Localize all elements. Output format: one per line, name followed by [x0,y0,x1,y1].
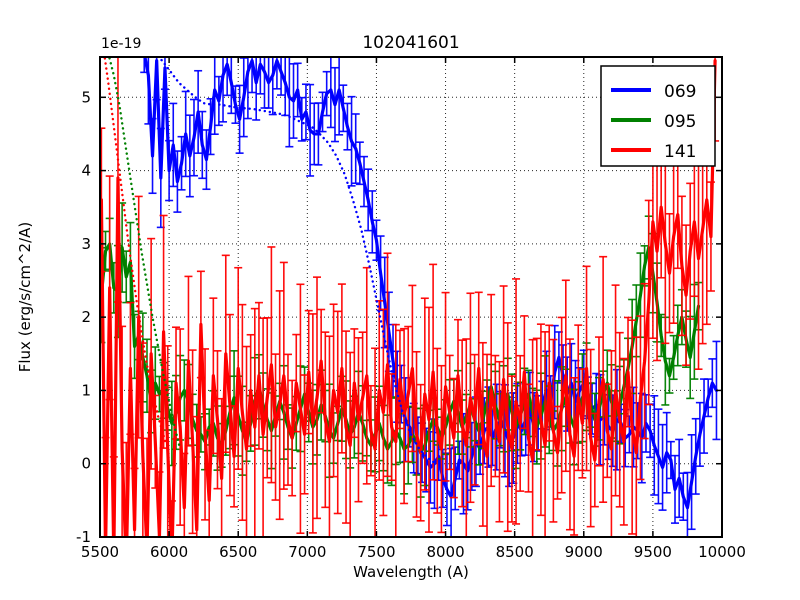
y-tick-label: 1 [81,381,91,399]
y-axis-offset-label: 1e-19 [101,36,141,52]
x-tick-label: 9500 [634,543,672,561]
legend-label-095: 095 [664,112,696,132]
y-axis-label: Flux (erg/s/cm^2/A) [16,222,34,373]
legend-label-141: 141 [664,142,696,162]
x-tick-label: 6500 [219,543,257,561]
axes-frame [99,56,723,538]
legend[interactable]: 069 095 141 [600,65,716,167]
x-tick-label: 7500 [357,543,395,561]
series-069 [140,57,721,537]
x-axis-label: Wavelength (A) [353,563,469,581]
x-tick-label: 5500 [81,543,119,561]
axis-ticks: 5500 6000 6500 7000 7500 8000 8500 9000 9500 1000… [76,57,746,561]
y-tick-label: 5 [81,88,91,106]
x-tick-label: 6000 [150,543,188,561]
x-tick-label: 8000 [426,543,464,561]
legend-label-069: 069 [664,82,696,102]
y-tick-label: -1 [76,528,91,546]
y-tick-label: 3 [81,235,91,253]
series-069-template [156,57,438,465]
y-tick-label: 0 [81,455,91,473]
data-series-layer [100,57,721,537]
x-tick-label: 9000 [565,543,603,561]
y-tick-label: 2 [81,308,91,326]
x-tick-label: 10000 [698,543,746,561]
page-title: 102041601 [362,33,459,53]
y-tick-label: 4 [81,162,91,180]
x-tick-label: 7000 [288,543,326,561]
series-141-template [103,57,168,447]
x-tick-label: 8500 [496,543,534,561]
